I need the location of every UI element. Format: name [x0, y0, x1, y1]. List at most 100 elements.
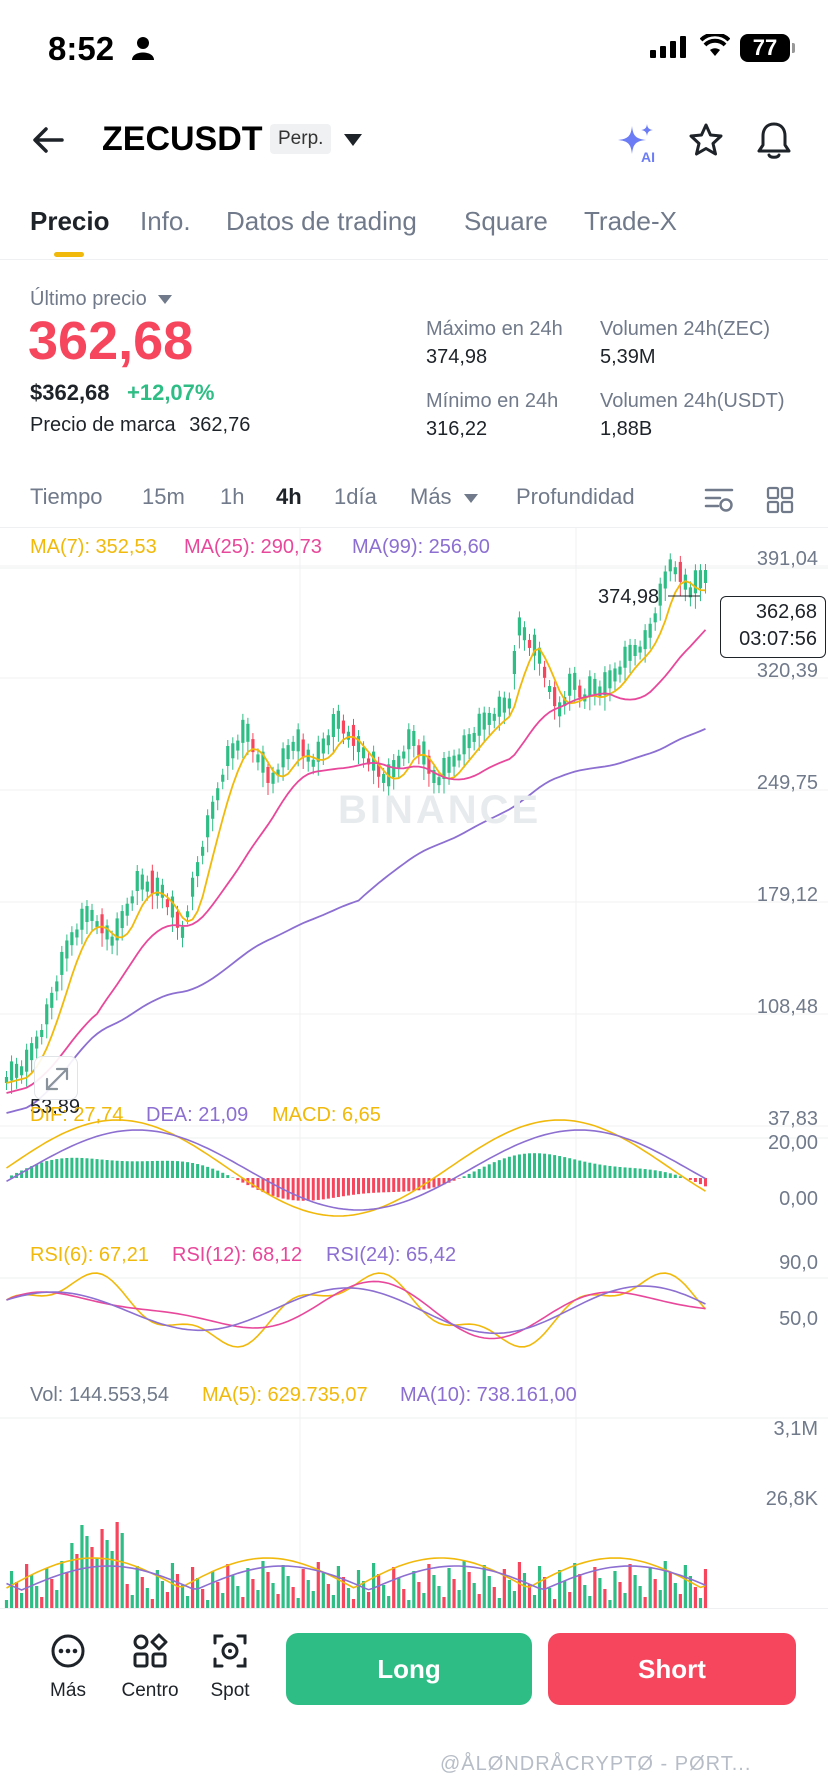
- volume-bar: [558, 1570, 562, 1608]
- candle-body: [558, 702, 562, 717]
- macd-histogram-bar: [648, 1169, 652, 1178]
- macd-histogram-bar: [75, 1157, 79, 1178]
- expand-chart-button[interactable]: [34, 1056, 78, 1100]
- macd-histogram-bar: [462, 1176, 466, 1178]
- price-chart[interactable]: [0, 528, 828, 1608]
- binance-watermark: BINANCE: [338, 788, 542, 832]
- candle-body: [412, 730, 416, 746]
- long-button[interactable]: Long: [286, 1633, 532, 1705]
- candle-body: [628, 644, 632, 661]
- candle-body: [75, 929, 79, 938]
- macd-histogram-bar: [407, 1178, 411, 1192]
- volume-bar: [583, 1585, 587, 1608]
- chart-area[interactable]: MA(7): 352,53 MA(25): 290,73 MA(99): 256…: [0, 528, 828, 1608]
- candle-body: [14, 1063, 19, 1078]
- symbol-title[interactable]: ZECUSDT: [102, 120, 263, 158]
- svg-text:AI: AI: [641, 149, 655, 164]
- volume-bar: [351, 1599, 356, 1608]
- interval-15m[interactable]: 15m: [142, 484, 185, 509]
- interval-1h[interactable]: 1h: [220, 484, 245, 509]
- candle-body: [85, 906, 89, 923]
- candle-body: [377, 762, 381, 777]
- candle-body: [643, 630, 647, 650]
- bell-icon[interactable]: [756, 120, 792, 160]
- active-tab-indicator: [54, 252, 84, 257]
- volume-bar: [623, 1593, 627, 1608]
- macd-histogram-bar: [412, 1178, 416, 1191]
- macd-histogram-bar: [45, 1161, 49, 1178]
- interval-mas[interactable]: Más: [410, 484, 478, 510]
- volume-axis-label: 3,1M: [773, 1418, 818, 1440]
- candle-body: [618, 666, 622, 675]
- candle-body: [522, 627, 527, 641]
- candle-body: [40, 1029, 44, 1037]
- tab-precio[interactable]: Precio: [30, 206, 110, 236]
- grid-layout-icon[interactable]: [766, 486, 794, 514]
- candle-body: [568, 673, 572, 696]
- volume-bar: [276, 1594, 280, 1608]
- nav-mas[interactable]: Más: [28, 1633, 108, 1702]
- tab-info[interactable]: Info.: [140, 206, 191, 236]
- last-price-label[interactable]: Último precio: [30, 288, 173, 311]
- current-price-value: 362,68: [755, 601, 817, 623]
- volume-bar: [85, 1536, 89, 1608]
- volume-bar: [663, 1561, 667, 1608]
- nav-centro[interactable]: Centro: [110, 1633, 190, 1702]
- interval-tiempo[interactable]: Tiempo: [30, 484, 103, 509]
- ma99-line: [6, 727, 706, 1114]
- volume-usdt-label: Volumen 24h(USDT): [600, 390, 785, 412]
- candle-body: [180, 926, 185, 938]
- candle-body: [165, 899, 170, 908]
- macd-histogram-bar: [221, 1172, 225, 1178]
- volume-bar: [241, 1597, 245, 1608]
- volume-bar: [437, 1586, 441, 1608]
- volume-bar: [211, 1571, 215, 1608]
- interval-1dia[interactable]: 1día: [334, 484, 377, 509]
- volume-bar: [346, 1588, 351, 1608]
- candle-body: [175, 911, 180, 928]
- macd-histogram-bar: [95, 1159, 99, 1178]
- candle-body: [678, 561, 682, 582]
- candle-body: [658, 583, 662, 606]
- volume-bar: [301, 1569, 305, 1608]
- usd-price: $362,68: [30, 380, 110, 405]
- volume-bar: [175, 1574, 180, 1608]
- macd-histogram-bar: [663, 1172, 667, 1178]
- star-icon[interactable]: [688, 122, 724, 158]
- candle-body: [598, 686, 602, 697]
- short-button[interactable]: Short: [548, 1633, 796, 1705]
- candle-body: [542, 666, 547, 678]
- caret-down-icon[interactable]: [344, 134, 362, 146]
- macd-histogram-bar: [70, 1157, 74, 1178]
- ma25-line: [6, 629, 707, 1094]
- macd-histogram-bar: [693, 1178, 697, 1182]
- interval-4h[interactable]: 4h: [276, 484, 302, 509]
- tab-trade-x[interactable]: Trade-X: [584, 206, 677, 236]
- volume-bar: [115, 1522, 119, 1608]
- tab-datos-de-trading[interactable]: Datos de trading: [226, 206, 417, 236]
- candle-body: [447, 756, 451, 773]
- macd-histogram-bar: [50, 1159, 54, 1178]
- back-arrow-icon[interactable]: [30, 122, 66, 158]
- macd-histogram-bar: [85, 1158, 89, 1178]
- candle-body: [20, 1066, 24, 1076]
- ai-sparkle-icon[interactable]: AI: [616, 122, 660, 164]
- tab-square[interactable]: Square: [464, 206, 548, 236]
- macd-histogram-bar: [382, 1178, 386, 1193]
- chart-settings-icon[interactable]: [704, 486, 734, 514]
- macd-histogram-bar: [120, 1161, 124, 1178]
- candle-body: [211, 801, 215, 819]
- macd-histogram-bar: [653, 1170, 657, 1178]
- volume-bar: [160, 1581, 164, 1608]
- rsi-axis-label: 50,0: [779, 1308, 818, 1330]
- candle-body: [693, 570, 698, 594]
- candle-body: [462, 735, 466, 755]
- nav-spot[interactable]: Spot: [190, 1633, 270, 1702]
- interval-profundidad[interactable]: Profundidad: [516, 484, 635, 509]
- candle-body: [648, 623, 652, 638]
- macd-histogram-bar: [251, 1178, 255, 1188]
- macd-histogram-bar: [643, 1169, 647, 1178]
- volume-bar: [331, 1595, 335, 1608]
- candle-body: [301, 739, 305, 757]
- macd-histogram-bar: [125, 1161, 129, 1178]
